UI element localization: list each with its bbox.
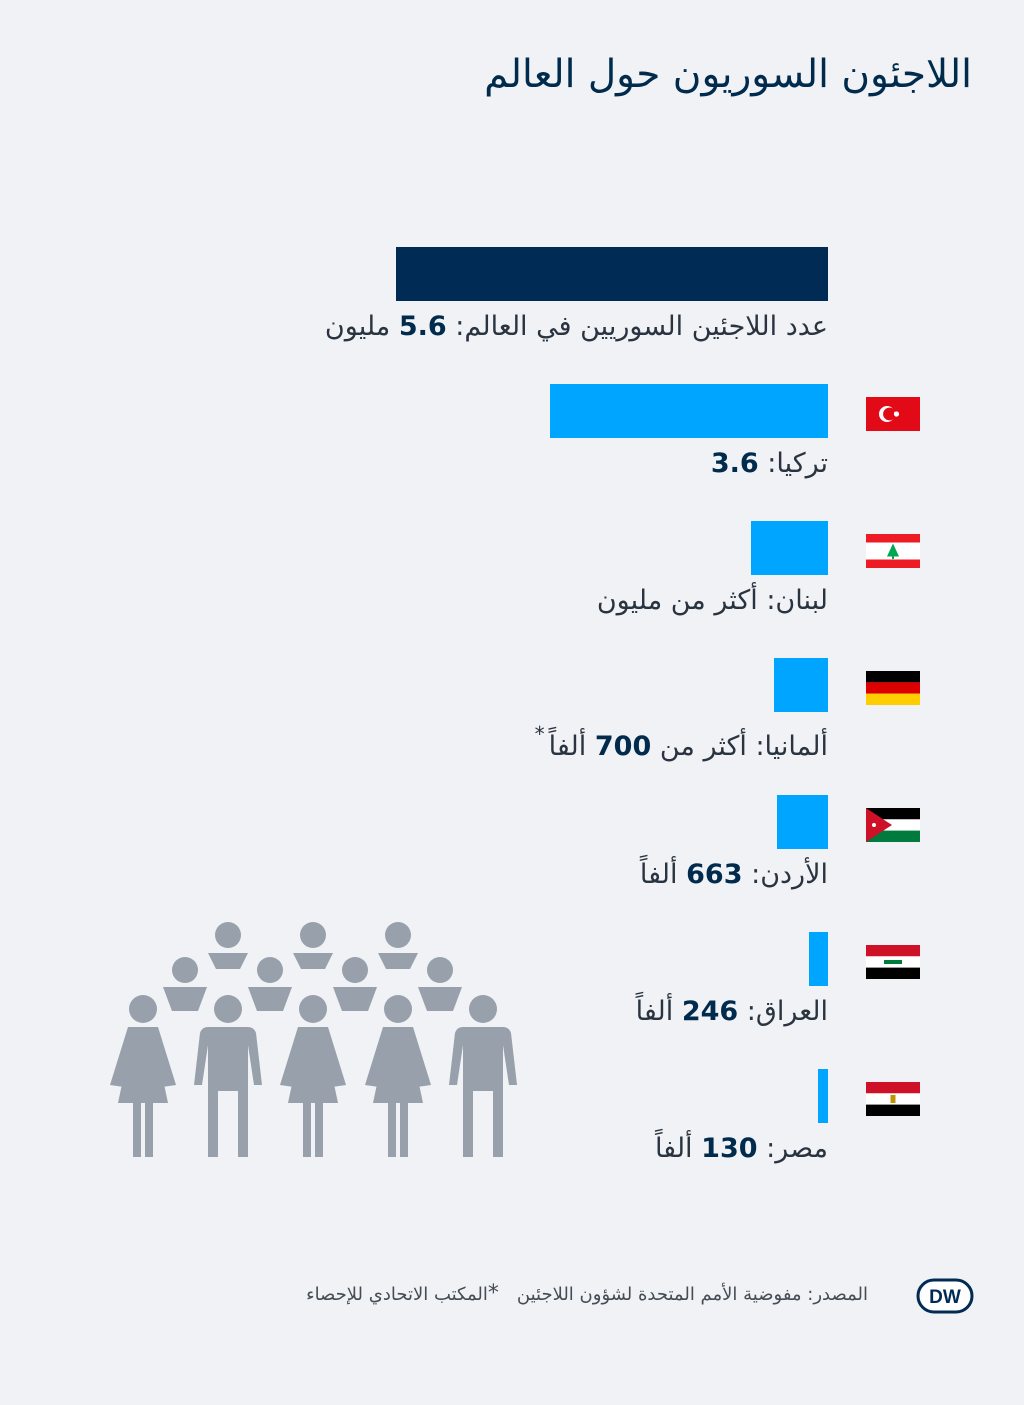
- bar-value: 5.6: [398, 311, 447, 342]
- bar-label-text: ألمانيا: أكثر من: [659, 731, 828, 762]
- bar-label-text: العراق:: [746, 996, 828, 1027]
- bar-value: 3.6: [710, 448, 759, 479]
- iraq-flag-icon: [866, 945, 920, 979]
- bar-label-text: تركيا:: [767, 448, 828, 479]
- bar-label: تركيا: 3.6: [711, 448, 828, 479]
- bar-unit: ألفاً: [639, 859, 678, 890]
- chart-title: اللاجئون السوريون حول العالم: [484, 52, 972, 97]
- bar-label: ألمانيا: أكثر من 700 ألفاً*: [535, 722, 828, 762]
- bar-country: [550, 384, 828, 438]
- bar-label-text: الأردن:: [751, 859, 828, 890]
- bar-country: [774, 658, 828, 712]
- bar-country: [750, 521, 828, 575]
- bar-value: 246: [681, 996, 739, 1027]
- dw-logo: DW: [916, 1278, 974, 1314]
- bar-unit: ألفاً: [654, 1133, 693, 1164]
- bar-label: مصر: 130 ألفاً: [655, 1133, 828, 1164]
- bar-unit: ألفاً: [635, 996, 674, 1027]
- bar-value: 663: [686, 859, 743, 890]
- bar-label: العراق: 246 ألفاً: [636, 996, 828, 1027]
- dw-logo-text: DW: [929, 1287, 961, 1308]
- asterisk-note: المكتب الاتحادي للإحصاء: [306, 1284, 488, 1305]
- bar-total: [396, 247, 828, 301]
- jordan-flag-icon: [866, 808, 920, 842]
- bar-label: الأردن: 663 ألفاً: [640, 859, 828, 890]
- bar-label-text: عدد اللاجئين السوريين في العالم:: [455, 311, 828, 342]
- turkey-flag-icon: [866, 397, 920, 431]
- bar-unit: مليون: [324, 311, 391, 342]
- bar-country: [809, 932, 828, 986]
- source-note: المصدر: مفوضية الأمم المتحدة لشؤون اللاج…: [516, 1284, 868, 1305]
- footnote-asterisk: *: [487, 1281, 499, 1306]
- bar-label: عدد اللاجئين السوريين في العالم: 5.6 ملي…: [325, 311, 828, 342]
- bar-country: [776, 795, 828, 849]
- people-group-icon: [110, 922, 517, 1157]
- footer-notes: المصدر: مفوضية الأمم المتحدة لشؤون اللاج…: [306, 1281, 868, 1306]
- footnote-marker: *: [534, 722, 545, 746]
- bar-unit: ألفاً: [548, 731, 587, 762]
- germany-flag-icon: [866, 671, 920, 705]
- bar-label: لبنان: أكثر من مليون: [597, 585, 828, 616]
- bar-value: 700: [594, 731, 652, 762]
- bar-value: 130: [701, 1133, 758, 1164]
- bar-label-text: لبنان: أكثر من مليون: [596, 585, 828, 616]
- lebanon-flag-icon: [866, 534, 920, 568]
- bar-country: [817, 1069, 828, 1123]
- egypt-flag-icon: [866, 1082, 920, 1116]
- bar-label-text: مصر:: [766, 1133, 828, 1164]
